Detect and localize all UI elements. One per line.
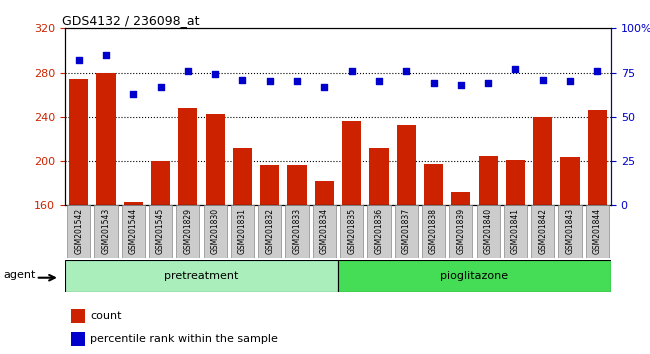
Text: GSM201842: GSM201842 (538, 208, 547, 254)
Bar (151, 161, 170, 354)
FancyBboxPatch shape (122, 205, 145, 258)
Point (428, 80, 439, 86)
Bar (71, 309, 84, 323)
FancyBboxPatch shape (258, 205, 281, 258)
Text: GSM201831: GSM201831 (238, 208, 247, 254)
Bar (71, 332, 84, 346)
Point (456, 82, 466, 88)
Bar (233, 148, 252, 354)
Text: GSM201844: GSM201844 (593, 208, 602, 254)
Text: GSM201841: GSM201841 (511, 208, 520, 254)
Point (483, 80, 493, 86)
Bar (124, 202, 143, 354)
Text: GSM201838: GSM201838 (429, 208, 438, 254)
FancyBboxPatch shape (65, 260, 338, 292)
Text: GSM201545: GSM201545 (156, 208, 165, 254)
FancyBboxPatch shape (94, 205, 118, 258)
Bar (533, 117, 552, 354)
Text: pioglitazone: pioglitazone (441, 271, 508, 281)
FancyBboxPatch shape (395, 205, 418, 258)
Text: GSM201834: GSM201834 (320, 208, 329, 254)
Point (565, 79, 575, 84)
Bar (205, 114, 225, 354)
Text: GSM201836: GSM201836 (374, 208, 384, 254)
Point (319, 84, 330, 90)
FancyBboxPatch shape (149, 205, 172, 258)
Bar (424, 164, 443, 354)
Text: pretreatment: pretreatment (164, 271, 239, 281)
FancyBboxPatch shape (231, 205, 254, 258)
FancyBboxPatch shape (449, 205, 473, 258)
Text: agent: agent (3, 269, 36, 280)
FancyBboxPatch shape (176, 205, 200, 258)
Bar (506, 160, 525, 354)
Bar (342, 121, 361, 354)
Text: GSM201830: GSM201830 (211, 208, 220, 254)
Bar (369, 148, 389, 354)
FancyBboxPatch shape (203, 205, 227, 258)
FancyBboxPatch shape (531, 205, 554, 258)
FancyBboxPatch shape (422, 205, 445, 258)
Text: GSM201839: GSM201839 (456, 208, 465, 254)
Bar (69, 79, 88, 354)
Text: GSM201837: GSM201837 (402, 208, 411, 254)
FancyBboxPatch shape (504, 205, 527, 258)
Bar (560, 156, 580, 354)
Point (265, 79, 275, 84)
Text: GSM201829: GSM201829 (183, 208, 192, 254)
Bar (178, 108, 198, 354)
Text: GSM201832: GSM201832 (265, 208, 274, 254)
Point (237, 77, 248, 82)
Point (101, 52, 111, 58)
Text: GSM201542: GSM201542 (74, 208, 83, 254)
FancyBboxPatch shape (67, 205, 90, 258)
Text: count: count (90, 311, 122, 321)
FancyBboxPatch shape (285, 205, 309, 258)
Point (510, 66, 521, 72)
Text: GSM201843: GSM201843 (566, 208, 575, 254)
Bar (287, 165, 307, 354)
FancyBboxPatch shape (313, 205, 336, 258)
Point (592, 68, 603, 74)
Text: GSM201833: GSM201833 (292, 208, 302, 254)
Text: percentile rank within the sample: percentile rank within the sample (90, 334, 278, 344)
Bar (588, 110, 607, 354)
Point (73, 57, 84, 63)
Point (538, 77, 548, 82)
Text: GDS4132 / 236098_at: GDS4132 / 236098_at (62, 14, 200, 27)
FancyBboxPatch shape (476, 205, 500, 258)
FancyBboxPatch shape (338, 260, 611, 292)
Point (292, 79, 302, 84)
Point (374, 79, 384, 84)
Point (183, 68, 193, 74)
Bar (260, 165, 280, 354)
Bar (96, 73, 116, 354)
Bar (396, 125, 416, 354)
Text: GSM201543: GSM201543 (101, 208, 111, 254)
Text: GSM201840: GSM201840 (484, 208, 493, 254)
Bar (451, 192, 471, 354)
Point (401, 68, 411, 74)
Text: GSM201544: GSM201544 (129, 208, 138, 254)
Bar (315, 181, 334, 354)
Text: GSM201835: GSM201835 (347, 208, 356, 254)
Point (128, 91, 138, 97)
Point (210, 72, 220, 77)
Point (155, 84, 166, 90)
FancyBboxPatch shape (367, 205, 391, 258)
FancyBboxPatch shape (586, 205, 609, 258)
FancyBboxPatch shape (558, 205, 582, 258)
Point (346, 68, 357, 74)
Bar (478, 155, 498, 354)
FancyBboxPatch shape (340, 205, 363, 258)
